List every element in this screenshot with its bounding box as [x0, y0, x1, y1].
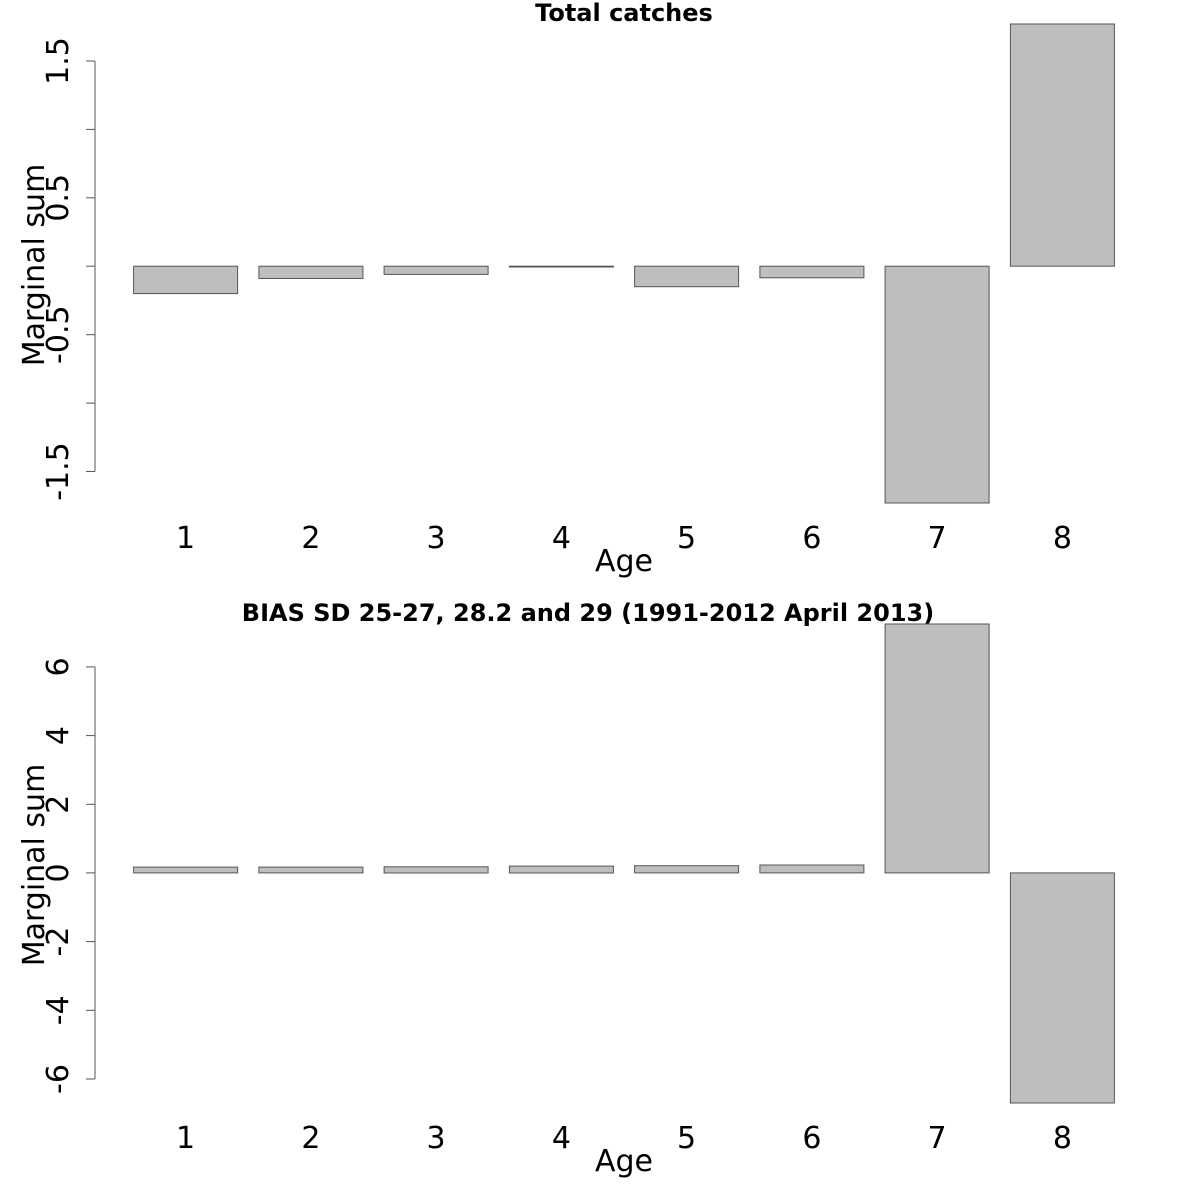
x-tick-label: 4 — [552, 1121, 571, 1156]
bar — [759, 864, 865, 874]
x-tick-label: 6 — [802, 1121, 821, 1156]
y-axis-label: Marginal sum — [17, 764, 52, 967]
bar — [884, 265, 990, 504]
bar — [133, 866, 239, 874]
x-tick-label: 7 — [928, 1121, 947, 1156]
bar — [383, 265, 489, 275]
y-tick-label: 2 — [41, 795, 76, 814]
bar — [884, 623, 990, 874]
y-tick-label: -0.5 — [41, 305, 76, 364]
x-tick-label: 5 — [677, 1121, 696, 1156]
y-tick-label: 4 — [41, 726, 76, 745]
chart-title: BIAS SD 25-27, 28.2 and 29 (1991-2012 Ap… — [242, 599, 934, 627]
bar — [759, 265, 865, 279]
bar — [1009, 23, 1115, 267]
y-axis: -6 -4 -2 0 2 4 6 — [41, 657, 96, 1094]
y-tick-label: 0 — [41, 863, 76, 882]
y-tick-label: -6 — [41, 1064, 76, 1094]
bar — [634, 265, 740, 288]
bar-series — [133, 23, 1115, 504]
x-tick-label: 2 — [301, 521, 320, 556]
x-axis-ticks: 1 2 3 4 5 6 7 8 — [176, 1121, 1072, 1156]
y-tick-label: -2 — [41, 927, 76, 957]
x-tick-label: 5 — [677, 521, 696, 556]
x-tick-label: 7 — [928, 521, 947, 556]
x-tick-label: 8 — [1053, 521, 1072, 556]
x-tick-label: 3 — [427, 521, 446, 556]
bar — [508, 865, 614, 874]
y-axis-label: Marginal sum — [17, 164, 52, 367]
chart-title: Total catches — [535, 0, 713, 27]
y-axis: -1.5 -0.5 0.5 1.5 — [41, 37, 96, 501]
x-tick-label: 1 — [176, 1121, 195, 1156]
y-tick-label: 0.5 — [41, 174, 76, 222]
bar — [133, 265, 239, 295]
y-tick-label: -4 — [41, 995, 76, 1025]
bar-series — [133, 623, 1115, 1104]
x-axis-ticks: 1 2 3 4 5 6 7 8 — [176, 521, 1072, 556]
bar — [383, 866, 489, 874]
y-tick-label: 1.5 — [41, 37, 76, 85]
x-tick-label: 2 — [301, 1121, 320, 1156]
x-axis-label: Age — [595, 1144, 653, 1179]
bar — [1009, 872, 1115, 1104]
total-catches-panel: Total catches Marginal sum Age -1.5 -0.5 0… — [17, 0, 1115, 579]
x-tick-label: 8 — [1053, 1121, 1072, 1156]
y-tick-label: -1.5 — [41, 442, 76, 501]
x-tick-label: 6 — [802, 521, 821, 556]
x-axis-label: Age — [595, 544, 653, 579]
bar — [258, 265, 364, 280]
x-tick-label: 3 — [427, 1121, 446, 1156]
bar — [508, 265, 614, 268]
bar — [258, 866, 364, 874]
x-tick-label: 4 — [552, 521, 571, 556]
x-tick-label: 1 — [176, 521, 195, 556]
bias-panel: BIAS SD 25-27, 28.2 and 29 (1991-2012 Ap… — [17, 599, 1115, 1179]
bar — [634, 865, 740, 874]
y-tick-label: 6 — [41, 657, 76, 676]
